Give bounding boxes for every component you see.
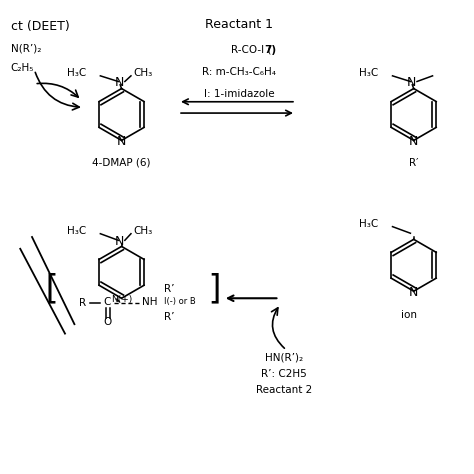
FancyArrowPatch shape bbox=[37, 83, 78, 97]
Text: N: N bbox=[409, 135, 419, 148]
Text: R-CO-I (: R-CO-I ( bbox=[231, 45, 271, 55]
Text: Reactant 1: Reactant 1 bbox=[205, 18, 273, 31]
Text: C₂H₅: C₂H₅ bbox=[11, 63, 34, 73]
Text: ion: ion bbox=[401, 310, 417, 320]
Text: R’: R’ bbox=[164, 284, 174, 294]
Text: N: N bbox=[117, 135, 126, 148]
Text: N(+): N(+) bbox=[111, 295, 132, 304]
Text: N: N bbox=[115, 235, 124, 248]
Text: I: 1-imidazole: I: 1-imidazole bbox=[204, 89, 274, 99]
Text: H₃C: H₃C bbox=[359, 68, 378, 78]
Text: H₃C: H₃C bbox=[67, 226, 86, 236]
Text: H₃C: H₃C bbox=[67, 68, 86, 78]
FancyArrowPatch shape bbox=[35, 73, 79, 110]
Text: N: N bbox=[409, 286, 419, 299]
Text: H₃C: H₃C bbox=[359, 219, 378, 229]
Text: CH₃: CH₃ bbox=[133, 68, 153, 78]
Text: R: R bbox=[79, 298, 86, 308]
Text: O: O bbox=[103, 317, 111, 327]
Text: R: m-CH₃-C₆H₄: R: m-CH₃-C₆H₄ bbox=[202, 67, 276, 77]
Text: 7): 7) bbox=[264, 45, 276, 55]
Text: ]: ] bbox=[206, 273, 226, 305]
Text: R’: C2H5: R’: C2H5 bbox=[261, 369, 307, 379]
Text: N(R’)₂: N(R’)₂ bbox=[11, 44, 41, 54]
Text: ct (DEET): ct (DEET) bbox=[11, 20, 70, 33]
Text: R’: R’ bbox=[164, 312, 174, 322]
FancyArrowPatch shape bbox=[272, 308, 284, 348]
Text: I(-) or B: I(-) or B bbox=[164, 297, 196, 306]
Text: HN(R’)₂: HN(R’)₂ bbox=[265, 353, 303, 363]
Text: N: N bbox=[115, 76, 124, 90]
Text: [: [ bbox=[41, 273, 61, 305]
Text: CH₃: CH₃ bbox=[133, 226, 153, 236]
Text: R′: R′ bbox=[409, 158, 419, 168]
Text: C: C bbox=[104, 297, 111, 307]
Text: N: N bbox=[407, 76, 416, 90]
Text: 4-DMAP (6): 4-DMAP (6) bbox=[92, 158, 151, 168]
Text: Reactant 2: Reactant 2 bbox=[256, 385, 312, 395]
Text: NH: NH bbox=[142, 297, 157, 307]
